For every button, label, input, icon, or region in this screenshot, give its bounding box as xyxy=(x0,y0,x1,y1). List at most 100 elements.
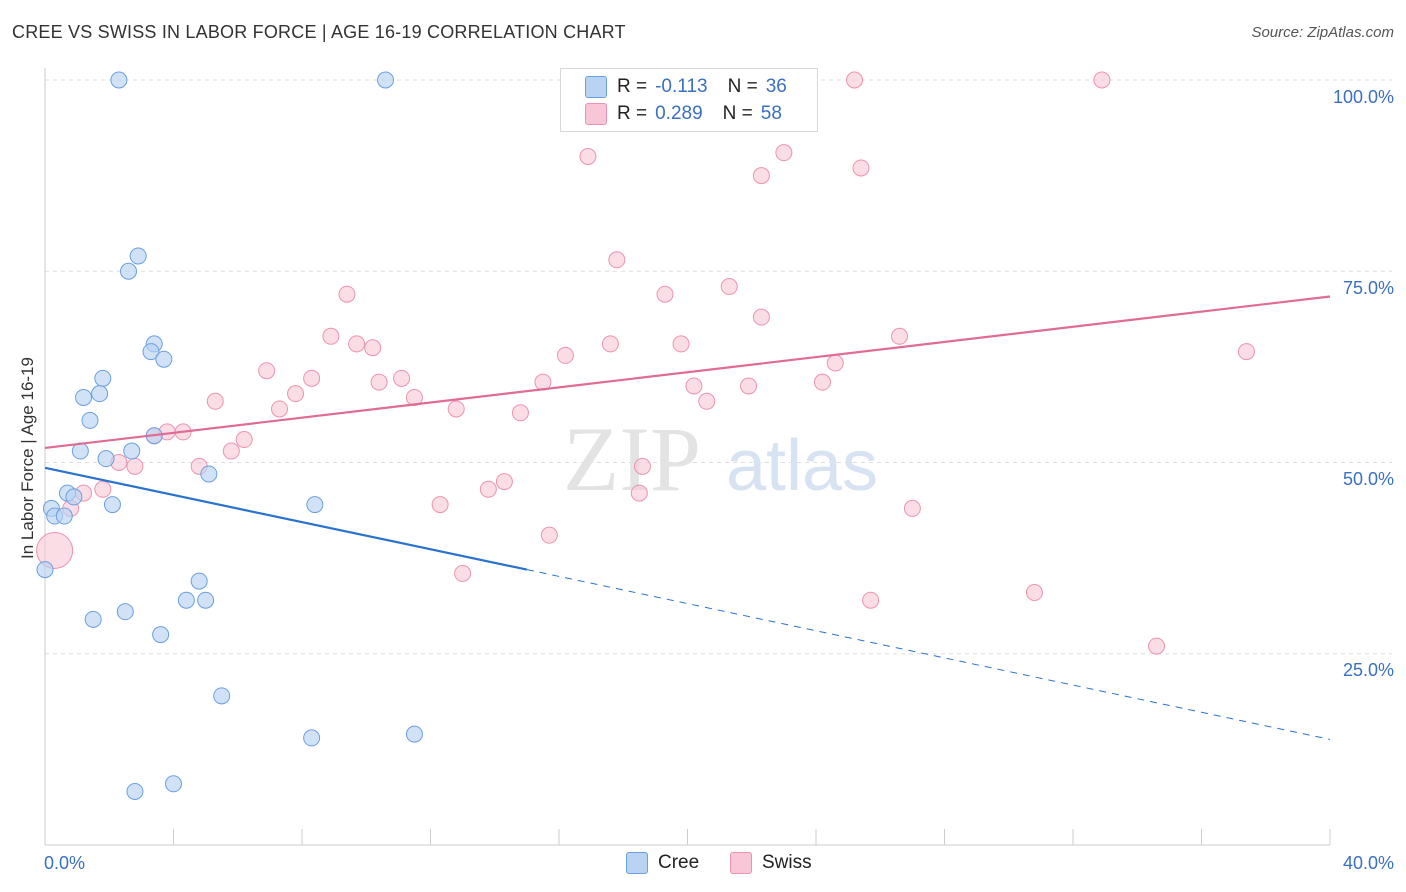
swiss-point-32 xyxy=(271,400,289,418)
cree-legend-label: Cree xyxy=(658,852,700,873)
cree-point-25 xyxy=(177,591,195,609)
y-tick-25: 25.0% xyxy=(1342,660,1394,680)
swiss-point-7 xyxy=(656,285,674,303)
cree-point-10 xyxy=(81,411,99,429)
swiss-point-9 xyxy=(338,285,356,303)
cree-point-14 xyxy=(97,450,115,468)
cree-point-13 xyxy=(123,442,141,460)
swiss-point-0 xyxy=(846,71,864,89)
cree-point-32 xyxy=(405,725,423,743)
swiss-point-41 xyxy=(126,457,144,475)
cree-point-5 xyxy=(142,343,160,361)
correlation-legend: R = -0.113 N = 36 R = 0.289 N = 58 xyxy=(560,68,818,132)
cree-point-9 xyxy=(75,388,93,406)
swiss-point-23 xyxy=(370,373,388,391)
swiss-point-26 xyxy=(740,377,758,395)
swiss-points xyxy=(36,71,1255,655)
legend-row-cree: R = -0.113 N = 36 xyxy=(585,74,787,100)
cree-point-7 xyxy=(94,369,112,387)
swiss-point-14 xyxy=(364,339,382,357)
axes xyxy=(44,68,1331,846)
swiss-point-18 xyxy=(556,346,574,364)
legend-n-value: 36 xyxy=(765,76,787,97)
legend-row-swiss: R = 0.289 N = 58 xyxy=(585,101,782,127)
swiss-point-33 xyxy=(447,400,465,418)
cree-point-31 xyxy=(303,729,321,747)
cree-point-30 xyxy=(213,687,231,705)
cree-trend-line xyxy=(44,466,528,571)
swiss-legend-swatch xyxy=(730,852,752,874)
swiss-point-39 xyxy=(222,442,240,460)
swiss-point-1 xyxy=(1093,71,1111,89)
cree-legend-swatch xyxy=(626,852,648,874)
cree-point-29 xyxy=(152,626,170,644)
swiss-point-12 xyxy=(891,327,909,345)
swiss-point-4 xyxy=(752,167,770,185)
legend-n-value: 58 xyxy=(760,103,782,124)
y-tick-50: 50.0% xyxy=(1342,469,1394,489)
swiss-point-44 xyxy=(495,473,513,491)
x-tick-min: 0.0% xyxy=(44,853,86,873)
y-tick-75: 75.0% xyxy=(1342,278,1394,298)
swiss-point-10 xyxy=(752,308,770,326)
swiss-point-52 xyxy=(540,526,558,544)
cree-point-28 xyxy=(84,610,102,628)
swiss-point-20 xyxy=(258,362,276,380)
y-axis-label: In Labor Force | Age 16-19 xyxy=(18,357,37,559)
chart-title: CREE VS SWISS IN LABOR FORCE | AGE 16-19… xyxy=(12,22,626,42)
swiss-point-34 xyxy=(511,404,529,422)
swiss-point-17 xyxy=(1237,343,1255,361)
swiss-trend-line xyxy=(44,295,1331,450)
cree-point-0 xyxy=(110,71,128,89)
cree-points xyxy=(36,71,423,800)
swiss-point-50 xyxy=(903,499,921,517)
swiss-point-49 xyxy=(431,496,449,514)
legend-n-label: N = xyxy=(722,103,753,124)
swiss-swatch xyxy=(585,103,607,125)
swiss-point-29 xyxy=(287,385,305,403)
cree-point-23 xyxy=(36,561,54,579)
cree-point-18 xyxy=(103,496,121,514)
cree-point-34 xyxy=(126,782,144,800)
x-tick-max: 40.0% xyxy=(1342,853,1394,873)
chart-source: Source: ZipAtlas.com xyxy=(1251,24,1394,41)
swiss-point-38 xyxy=(235,431,253,449)
cree-point-8 xyxy=(91,385,109,403)
cree-point-33 xyxy=(165,775,182,793)
trend-lines xyxy=(44,295,1331,740)
cree-point-1 xyxy=(377,71,395,89)
swiss-point-31 xyxy=(698,392,716,410)
swiss-point-16 xyxy=(672,335,690,353)
swiss-point-21 xyxy=(303,369,321,387)
grid-lines xyxy=(45,79,1392,655)
swiss-point-30 xyxy=(206,392,224,410)
swiss-point-13 xyxy=(348,335,366,353)
swiss-point-25 xyxy=(685,377,703,395)
swiss-point-46 xyxy=(94,480,112,498)
cree-point-15 xyxy=(200,465,218,483)
swiss-point-57 xyxy=(1148,637,1166,655)
bottom-legend-swiss: Swiss xyxy=(730,852,812,874)
swiss-point-8 xyxy=(720,278,738,296)
swiss-point-19 xyxy=(826,354,844,372)
swiss-point-54 xyxy=(36,531,74,569)
swiss-point-6 xyxy=(608,251,626,269)
swiss-point-43 xyxy=(634,457,652,475)
swiss-point-11 xyxy=(322,327,340,345)
swiss-legend-label: Swiss xyxy=(762,852,812,873)
legend-r-label: R = xyxy=(617,76,648,97)
swiss-point-53 xyxy=(454,564,472,582)
cree-swatch xyxy=(585,76,607,98)
cree-point-26 xyxy=(197,591,215,609)
swiss-point-55 xyxy=(1025,584,1043,602)
swiss-point-27 xyxy=(813,373,831,391)
swiss-point-15 xyxy=(601,335,619,353)
cree-point-22 xyxy=(55,507,73,525)
swiss-point-48 xyxy=(630,484,648,502)
cree-point-17 xyxy=(65,488,83,506)
cree-point-27 xyxy=(116,603,134,621)
cree-point-24 xyxy=(190,572,208,590)
swiss-point-22 xyxy=(393,369,411,387)
legend-r-value: 0.289 xyxy=(655,103,703,124)
